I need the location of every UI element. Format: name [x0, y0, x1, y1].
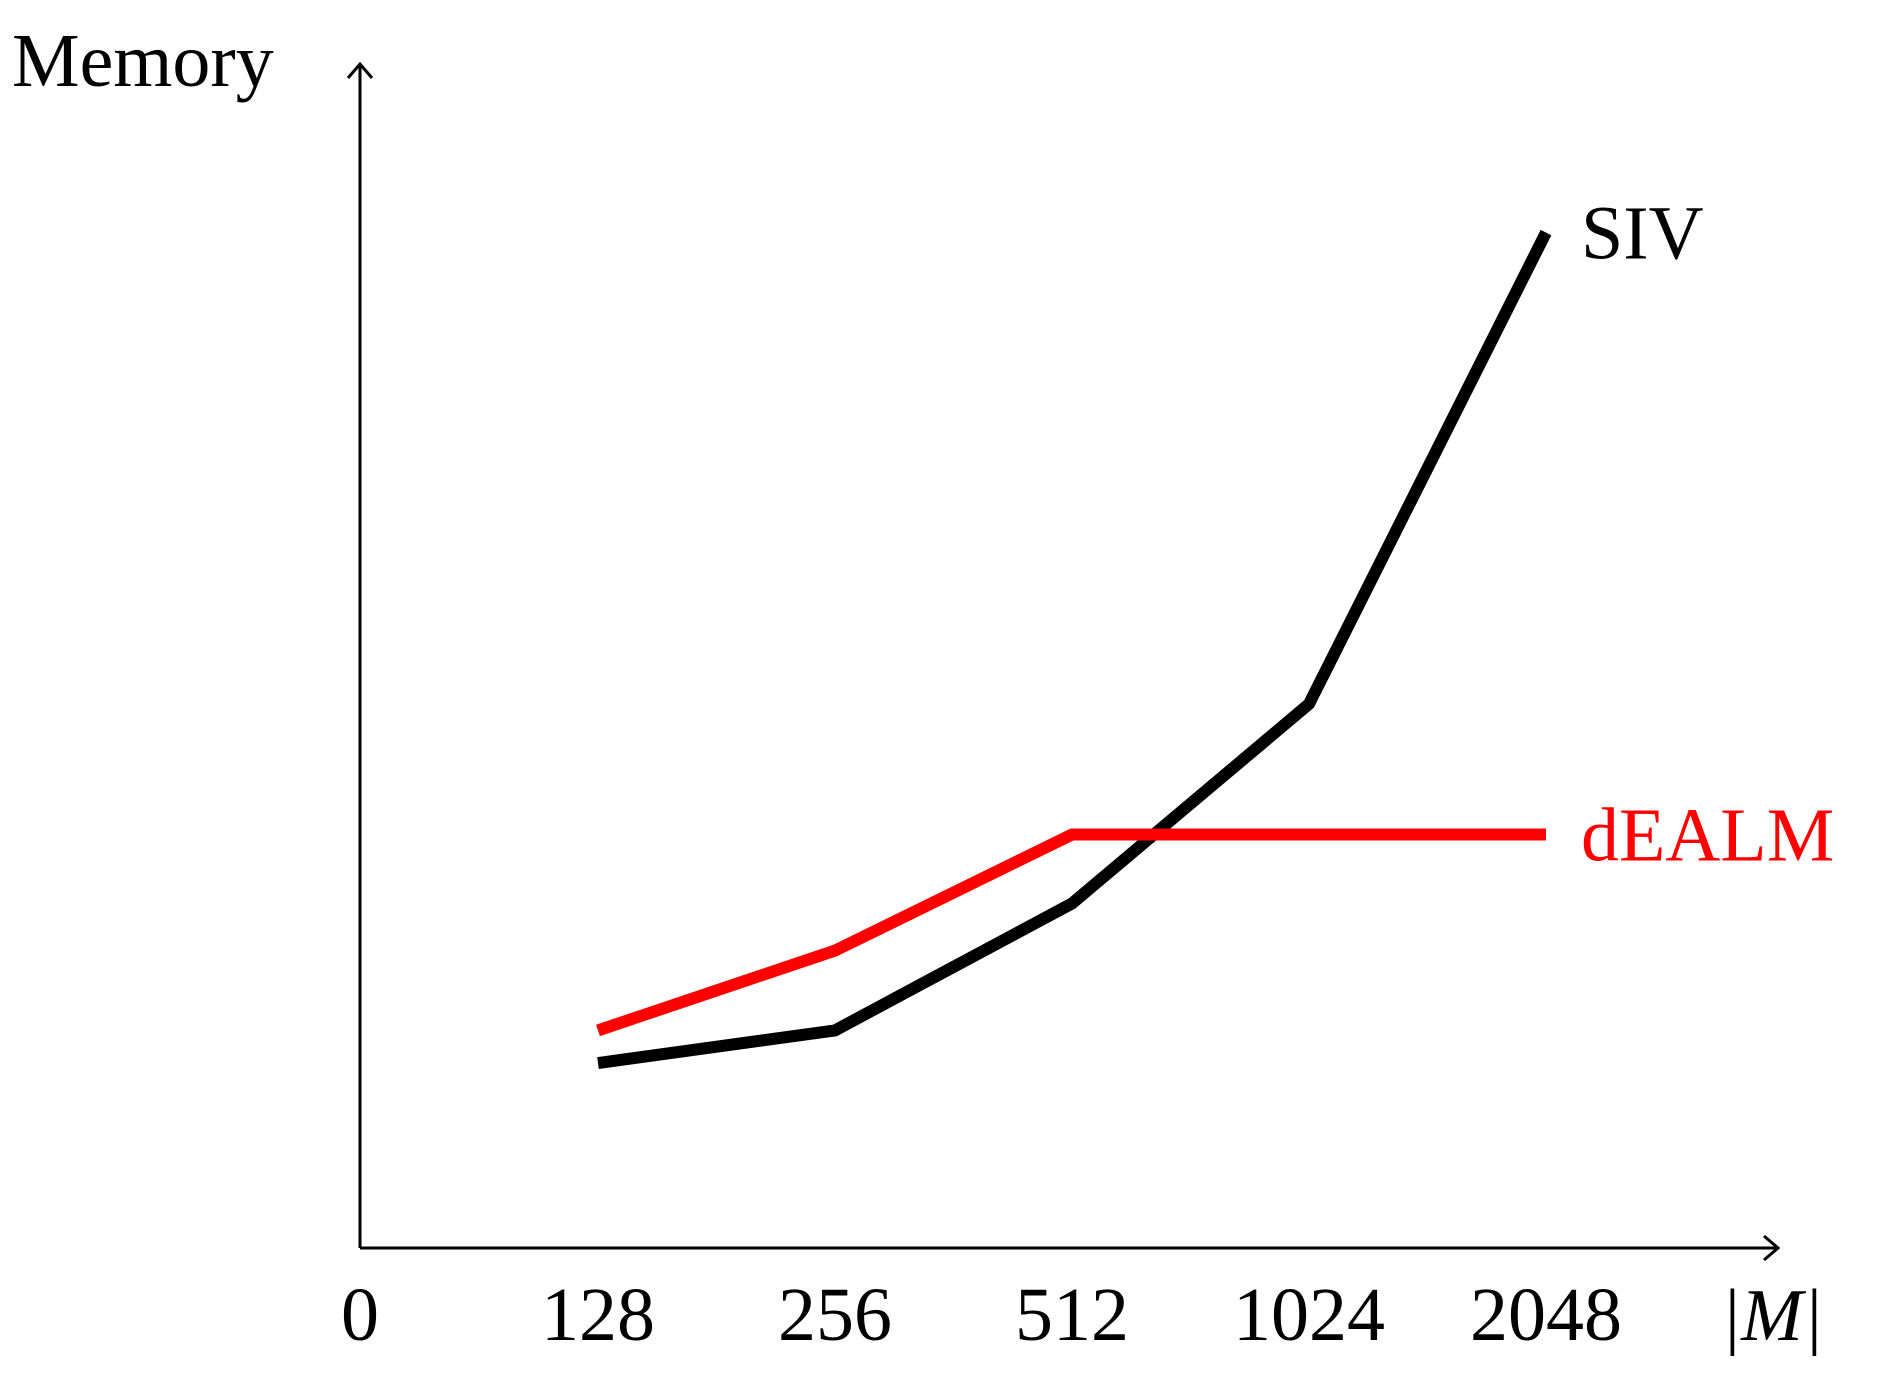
x-tick-labels: 128 256 512 1024 2048 [541, 1273, 1622, 1357]
series-line-dealm [596, 828, 1546, 1037]
x-tick-label: 512 [1015, 1273, 1129, 1357]
x-tick-label: 2048 [1470, 1273, 1622, 1357]
x-axis-arrow [1763, 1234, 1781, 1262]
series-group: SIV dEALM [596, 192, 1834, 1069]
x-tick-label: 128 [541, 1273, 655, 1357]
series-label-dealm: dEALM [1581, 794, 1834, 878]
x-tick-label: 1024 [1233, 1273, 1385, 1357]
y-axis-arrow [346, 61, 374, 79]
axes [346, 61, 1781, 1262]
x-axis-label: |M| [1721, 1275, 1823, 1357]
y-axis-label: Memory [12, 19, 274, 103]
origin-label: 0 [341, 1273, 379, 1357]
x-tick-label: 256 [778, 1273, 892, 1357]
series-line-siv [597, 229, 1552, 1069]
series-label-siv: SIV [1581, 192, 1704, 276]
